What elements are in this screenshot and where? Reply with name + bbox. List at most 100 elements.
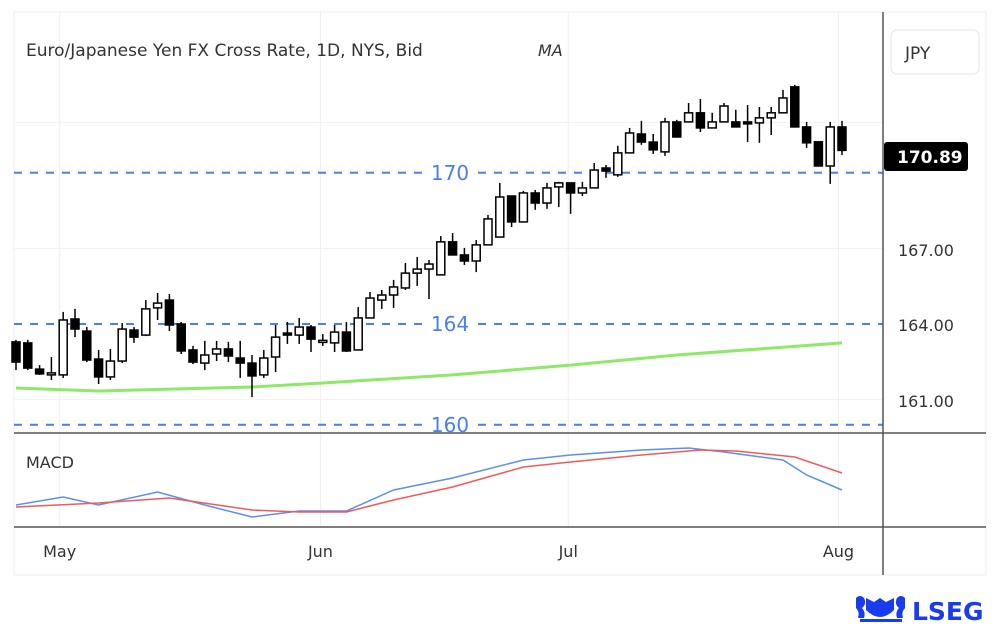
candle bbox=[530, 189, 540, 210]
candle bbox=[200, 340, 210, 371]
candles bbox=[11, 84, 847, 398]
currency-button[interactable]: JPY bbox=[890, 29, 980, 75]
y-tick-label: 161.00 bbox=[898, 392, 954, 411]
candle-body bbox=[436, 241, 446, 276]
candle-body bbox=[377, 294, 387, 301]
candle-body bbox=[754, 117, 765, 124]
y-axis-ticks: 167.00 164.00 161.00 bbox=[898, 241, 954, 411]
candle bbox=[341, 321, 352, 352]
candle bbox=[483, 214, 493, 246]
candle-body bbox=[365, 297, 375, 319]
candle-body bbox=[589, 169, 599, 189]
candle bbox=[353, 307, 363, 351]
candle bbox=[719, 102, 729, 123]
candle-body bbox=[353, 317, 363, 351]
last-price-badge: 170.89 bbox=[884, 142, 968, 171]
candle bbox=[542, 182, 552, 209]
candle bbox=[790, 84, 800, 128]
candle-body bbox=[105, 360, 116, 378]
candle bbox=[624, 127, 635, 154]
chart-frame bbox=[13, 11, 987, 576]
level-label: 164 bbox=[431, 312, 469, 336]
candle-body bbox=[778, 97, 788, 114]
candle bbox=[141, 300, 151, 337]
candle-body bbox=[188, 349, 198, 363]
candle bbox=[259, 349, 269, 378]
candle bbox=[636, 120, 647, 145]
candle-body bbox=[636, 133, 647, 143]
candle bbox=[377, 289, 387, 309]
level-label: 160 bbox=[431, 413, 469, 437]
candle-body bbox=[471, 244, 481, 262]
candle bbox=[318, 334, 328, 346]
candle bbox=[282, 321, 293, 344]
candle bbox=[766, 107, 776, 135]
candle bbox=[577, 181, 588, 196]
indicator-label: MA bbox=[538, 41, 563, 60]
candle bbox=[459, 247, 470, 266]
candle bbox=[176, 321, 186, 354]
candle-body bbox=[447, 241, 458, 256]
x-axis-ticks: May Jun Jul Aug bbox=[43, 542, 854, 561]
candle bbox=[424, 259, 434, 300]
candle bbox=[152, 293, 163, 320]
candle bbox=[294, 317, 304, 344]
candle bbox=[105, 348, 116, 380]
x-tick-label: Jun bbox=[307, 542, 333, 561]
candle bbox=[613, 145, 623, 177]
candle-body bbox=[223, 348, 234, 357]
candle bbox=[754, 107, 765, 143]
candle bbox=[436, 236, 446, 276]
candle bbox=[447, 233, 458, 256]
candle bbox=[365, 291, 375, 319]
candle-body bbox=[341, 331, 352, 352]
candle bbox=[129, 327, 139, 343]
candle bbox=[23, 339, 33, 371]
x-tick-label: Aug bbox=[823, 542, 854, 561]
candle bbox=[400, 263, 411, 290]
candle bbox=[188, 345, 198, 365]
candle bbox=[695, 98, 706, 132]
candle-body bbox=[825, 126, 835, 167]
macd-label: MACD bbox=[26, 453, 74, 472]
candle bbox=[34, 365, 45, 375]
candle-body bbox=[141, 308, 151, 336]
candle bbox=[589, 162, 599, 189]
candle-body bbox=[530, 192, 540, 204]
candle-body bbox=[683, 112, 694, 123]
candle bbox=[247, 354, 257, 398]
candle bbox=[813, 141, 824, 167]
candle bbox=[164, 294, 175, 332]
candle-body bbox=[554, 182, 564, 188]
candle-body bbox=[495, 196, 505, 238]
candle-body bbox=[211, 348, 222, 355]
candle-body bbox=[731, 121, 741, 128]
candle bbox=[306, 325, 316, 352]
candle bbox=[707, 112, 717, 129]
candle bbox=[329, 325, 340, 352]
candle bbox=[660, 117, 670, 156]
candle-body bbox=[11, 341, 21, 363]
candle-body bbox=[388, 286, 399, 296]
candle-body bbox=[813, 141, 824, 167]
candle-body bbox=[837, 126, 847, 152]
candle-body bbox=[672, 121, 682, 138]
candle-body bbox=[23, 342, 33, 369]
candle bbox=[742, 105, 753, 143]
candle-body bbox=[565, 182, 576, 194]
candle-body bbox=[601, 167, 611, 172]
lseg-logo: LSEG bbox=[856, 596, 984, 626]
candle-body bbox=[247, 362, 257, 377]
candle bbox=[58, 311, 68, 378]
candle-body bbox=[542, 187, 552, 204]
level-label: 170 bbox=[431, 161, 469, 185]
candle bbox=[778, 89, 788, 114]
candle-body bbox=[613, 152, 623, 176]
candle bbox=[388, 279, 399, 308]
crest-icon bbox=[856, 596, 905, 622]
candle-body bbox=[742, 121, 753, 125]
candle-body bbox=[46, 372, 57, 376]
candle-body bbox=[164, 299, 175, 326]
candle bbox=[837, 120, 847, 155]
